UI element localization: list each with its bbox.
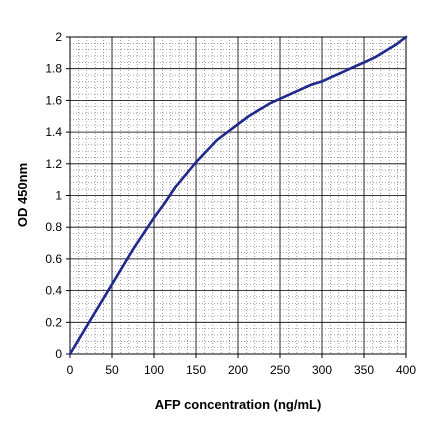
y-tick-label: 0.6 [45, 252, 62, 266]
x-tick-labels: 0 50 100 150 200 250 300 350 400 [67, 363, 417, 377]
y-tick-label: 1 [55, 189, 62, 203]
y-tick-label: 1.4 [45, 125, 62, 139]
x-tick-label: 100 [144, 363, 164, 377]
series-line [68, 35, 408, 356]
y-tick-label: 0 [55, 347, 62, 361]
x-tick-label: 300 [312, 363, 332, 377]
y-tick-label: 2 [55, 30, 62, 44]
y-tick-label: 1.8 [45, 62, 62, 76]
x-tick-label: 250 [270, 363, 290, 377]
y-tick-labels: 0 0.2 0.4 0.6 0.8 1 1.2 1.4 1.6 1.8 2 [45, 30, 62, 361]
series-layer [68, 35, 408, 356]
x-tick-label: 400 [396, 363, 416, 377]
y-tick-label: 0.8 [45, 220, 62, 234]
x-tick-label: 0 [67, 363, 74, 377]
y-tick-label: 1.2 [45, 157, 62, 171]
x-tick-label: 200 [228, 363, 248, 377]
x-axis-title: AFP concentration (ng/mL) [155, 397, 322, 412]
x-tick-label: 350 [354, 363, 374, 377]
x-tick-label: 50 [105, 363, 119, 377]
y-tick-label: 1.6 [45, 93, 62, 107]
y-tick-label: 0.4 [45, 284, 62, 298]
axis-ticks [66, 36, 407, 358]
y-axis-title: OD 450nm [15, 163, 30, 227]
x-tick-label: 150 [186, 363, 206, 377]
y-tick-label: 0.2 [45, 315, 62, 329]
